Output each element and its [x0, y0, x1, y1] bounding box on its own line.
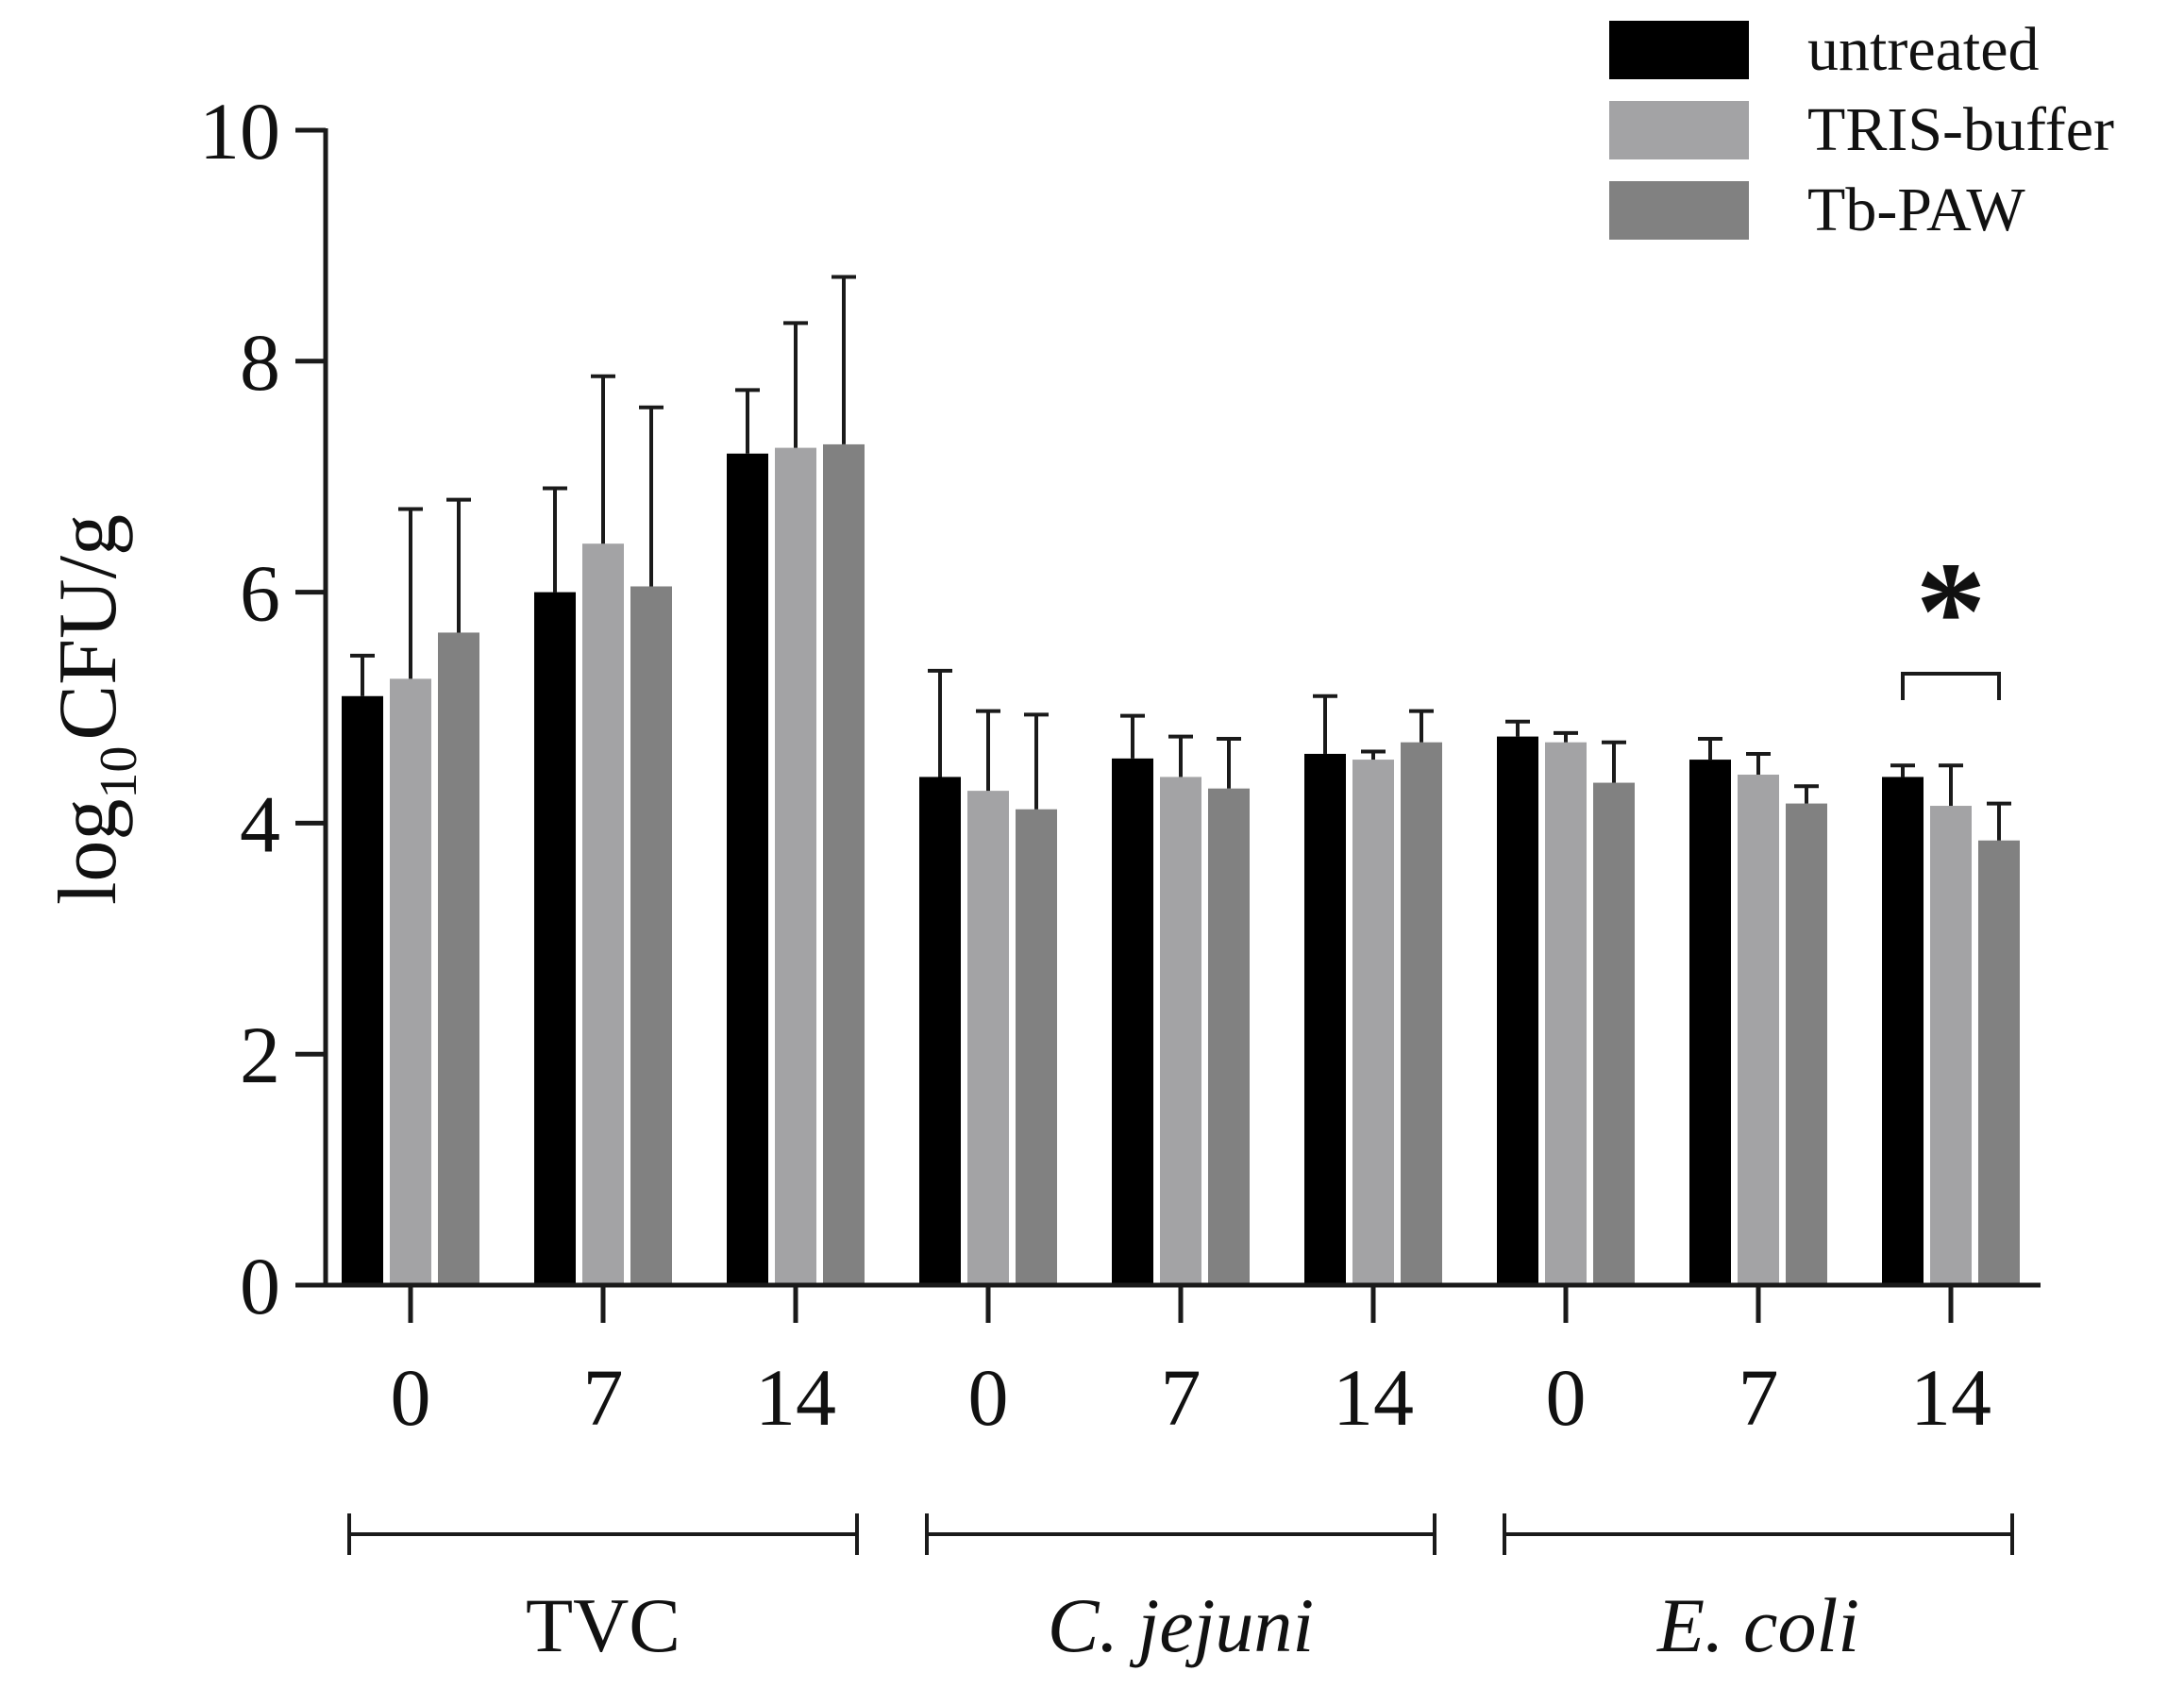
bar	[1978, 840, 2020, 1285]
bar	[1882, 777, 1924, 1285]
bar	[1208, 788, 1250, 1285]
bar	[390, 678, 431, 1285]
bar	[967, 791, 1009, 1285]
legend-swatch	[1609, 101, 1749, 159]
y-axis-label: log10CFU/g	[42, 514, 148, 905]
bar	[438, 632, 479, 1285]
bar	[919, 777, 961, 1285]
bar	[1545, 742, 1587, 1285]
bar	[1930, 806, 1972, 1285]
x-axis: 0 7 14 0 7 14 0 7 14	[324, 1282, 2041, 1443]
x-tick-label: 7	[1739, 1352, 1779, 1443]
significance-bracket	[1901, 672, 2001, 700]
legend-swatch	[1609, 181, 1749, 240]
y-tick-label: 10	[199, 86, 280, 176]
x-tick-label: 0	[968, 1352, 1009, 1443]
bar	[1593, 782, 1635, 1285]
bar	[775, 447, 816, 1286]
group-label: TVC	[526, 1582, 680, 1668]
legend-swatch	[1609, 21, 1749, 79]
bar	[1016, 809, 1057, 1285]
x-tick-label: 0	[1546, 1352, 1587, 1443]
bar	[1738, 774, 1779, 1285]
x-tick-label: 7	[583, 1352, 624, 1443]
bar	[727, 453, 768, 1286]
y-tick-label: 8	[240, 317, 280, 408]
bar	[1160, 777, 1201, 1285]
bar	[582, 543, 624, 1285]
bars	[342, 275, 2020, 1286]
x-tick-label: 7	[1161, 1352, 1201, 1443]
bar	[1401, 742, 1442, 1285]
bar	[342, 695, 383, 1285]
x-tick-label: 14	[755, 1352, 836, 1443]
legend-label: untreated	[1807, 15, 2040, 84]
bar	[1497, 736, 1538, 1285]
group-label: C. jejuni	[1048, 1582, 1314, 1668]
legend: untreated TRIS-buffer Tb-PAW	[1609, 15, 2114, 244]
legend-label: Tb-PAW	[1807, 175, 2025, 244]
bar	[1352, 760, 1394, 1285]
bar	[1786, 803, 1827, 1285]
bar	[630, 586, 672, 1285]
y-tick-label: 0	[240, 1241, 280, 1331]
bar	[534, 592, 576, 1285]
y-tick-label: 2	[240, 1010, 280, 1100]
annotations: *	[1901, 533, 2001, 700]
y-axis-title: log10CFU/g	[42, 514, 148, 905]
y-tick-label: 6	[240, 548, 280, 639]
bar	[1304, 753, 1346, 1285]
x-tick-label: 0	[391, 1352, 431, 1443]
significance-star: *	[1916, 533, 1987, 690]
x-tick-label: 14	[1910, 1352, 1991, 1443]
y-axis: 0 2 4 6 8 10	[199, 86, 328, 1331]
group-brackets: TVC C. jejuni E. coli	[347, 1513, 2014, 1668]
group-label: E. coli	[1656, 1582, 1859, 1668]
bar	[1112, 758, 1153, 1285]
x-tick-label: 14	[1333, 1352, 1414, 1443]
legend-label: TRIS-buffer	[1807, 95, 2114, 164]
bar	[1689, 760, 1731, 1285]
bar	[823, 443, 865, 1286]
y-tick-label: 4	[240, 778, 280, 869]
